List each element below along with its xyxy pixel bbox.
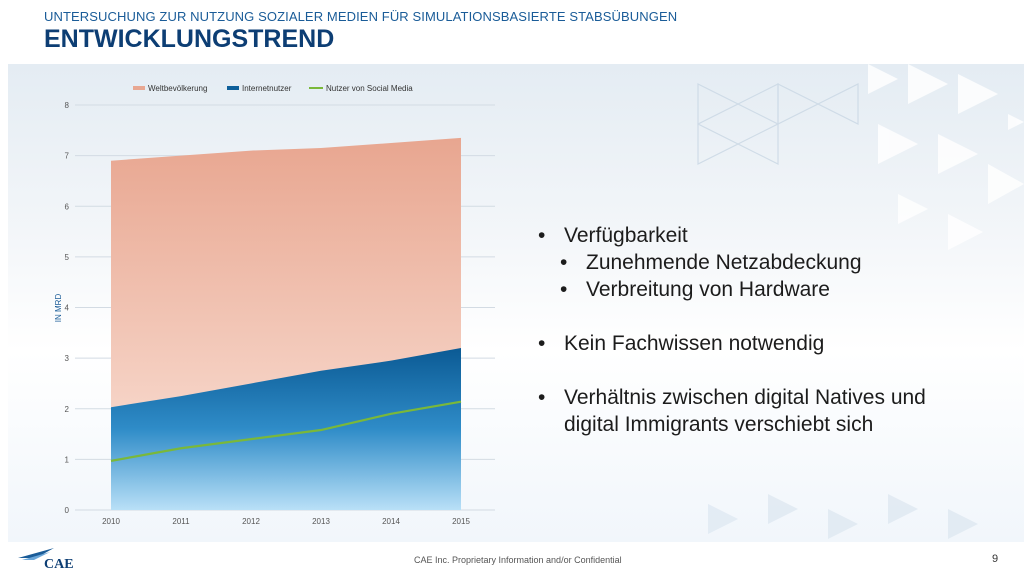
y-tick-label: 6 — [65, 202, 70, 211]
legend-label: Nutzer von Social Media — [326, 84, 413, 93]
page-number: 9 — [992, 553, 999, 565]
x-tick-label: 2011 — [172, 517, 190, 526]
bullet-text: Verhältnis zwischen digital Natives und — [564, 386, 926, 409]
legend-swatch — [227, 86, 239, 90]
bullet-item: • Zunehmende Netzabdeckung — [536, 249, 926, 276]
cae-logo-text: CAE — [44, 557, 74, 572]
legend-label: Weltbevölkerung — [148, 84, 207, 93]
bullet-dot-icon: • — [538, 224, 546, 247]
bullet-dot-icon: • — [538, 386, 546, 409]
y-axis-label: IN MRD — [54, 294, 63, 323]
area-series-1 — [111, 348, 461, 510]
bullet-item — [536, 303, 926, 330]
bullet-dot-icon: • — [560, 278, 568, 301]
x-tick-label: 2014 — [382, 517, 400, 526]
y-tick-label: 1 — [65, 455, 70, 464]
line-series-2 — [110, 400, 462, 462]
y-tick-label: 2 — [65, 405, 70, 414]
x-tick-label: 2013 — [312, 517, 330, 526]
bullet-item: • Verhältnis zwischen digital Natives und — [536, 384, 926, 411]
bullet-item: • Verbreitung von Hardware — [536, 276, 926, 303]
bullet-dot-icon: • — [560, 251, 568, 274]
bullet-item: • Verfügbarkeit — [536, 222, 926, 249]
bullet-list: • Verfügbarkeit • Zunehmende Netzabdeckung •… — [536, 222, 926, 438]
decorative-triangles — [697, 64, 1024, 539]
bullet-text: Kein Fachwissen notwendig — [564, 332, 825, 355]
y-tick-label: 8 — [65, 101, 70, 110]
y-tick-label: 0 — [65, 506, 70, 515]
bullet-item — [536, 357, 926, 384]
y-tick-label: 5 — [65, 253, 70, 262]
bullet-text: Zunehmende Netzabdeckung — [586, 251, 862, 274]
slide-title: ENTWICKLUNGSTREND — [44, 25, 335, 53]
x-tick-label: 2010 — [102, 517, 120, 526]
y-tick-label: 3 — [65, 354, 70, 363]
legend-swatch — [133, 86, 145, 90]
bullet-text: digital Immigrants verschiebt sich — [564, 413, 874, 436]
bullet-dot-icon: • — [538, 332, 546, 355]
bullet-text: Verfügbarkeit — [564, 224, 688, 247]
area-chart: 0 1 2 3 4 5 6 7 8 2010 2011 2012 2013 2014 2015 IN MRD W… — [54, 84, 495, 526]
y-tick-label: 7 — [65, 152, 70, 161]
x-tick-label: 2012 — [242, 517, 260, 526]
legend-label: Internetnutzer — [242, 84, 292, 93]
bullet-item: • Kein Fachwissen notwendig — [536, 330, 926, 357]
bullet-item: digital Immigrants verschiebt sich — [536, 411, 926, 438]
header: UNTERSUCHUNG ZUR NUTZUNG SOZIALER MEDIEN… — [0, 0, 1024, 64]
slide-subtitle: UNTERSUCHUNG ZUR NUTZUNG SOZIALER MEDIEN… — [44, 9, 678, 24]
cae-logo-icon — [18, 548, 54, 560]
y-tick-label: 4 — [65, 304, 70, 313]
bullet-text: Verbreitung von Hardware — [586, 278, 830, 301]
footer-confidential: CAE Inc. Proprietary Information and/or … — [414, 555, 622, 565]
x-tick-label: 2015 — [452, 517, 470, 526]
